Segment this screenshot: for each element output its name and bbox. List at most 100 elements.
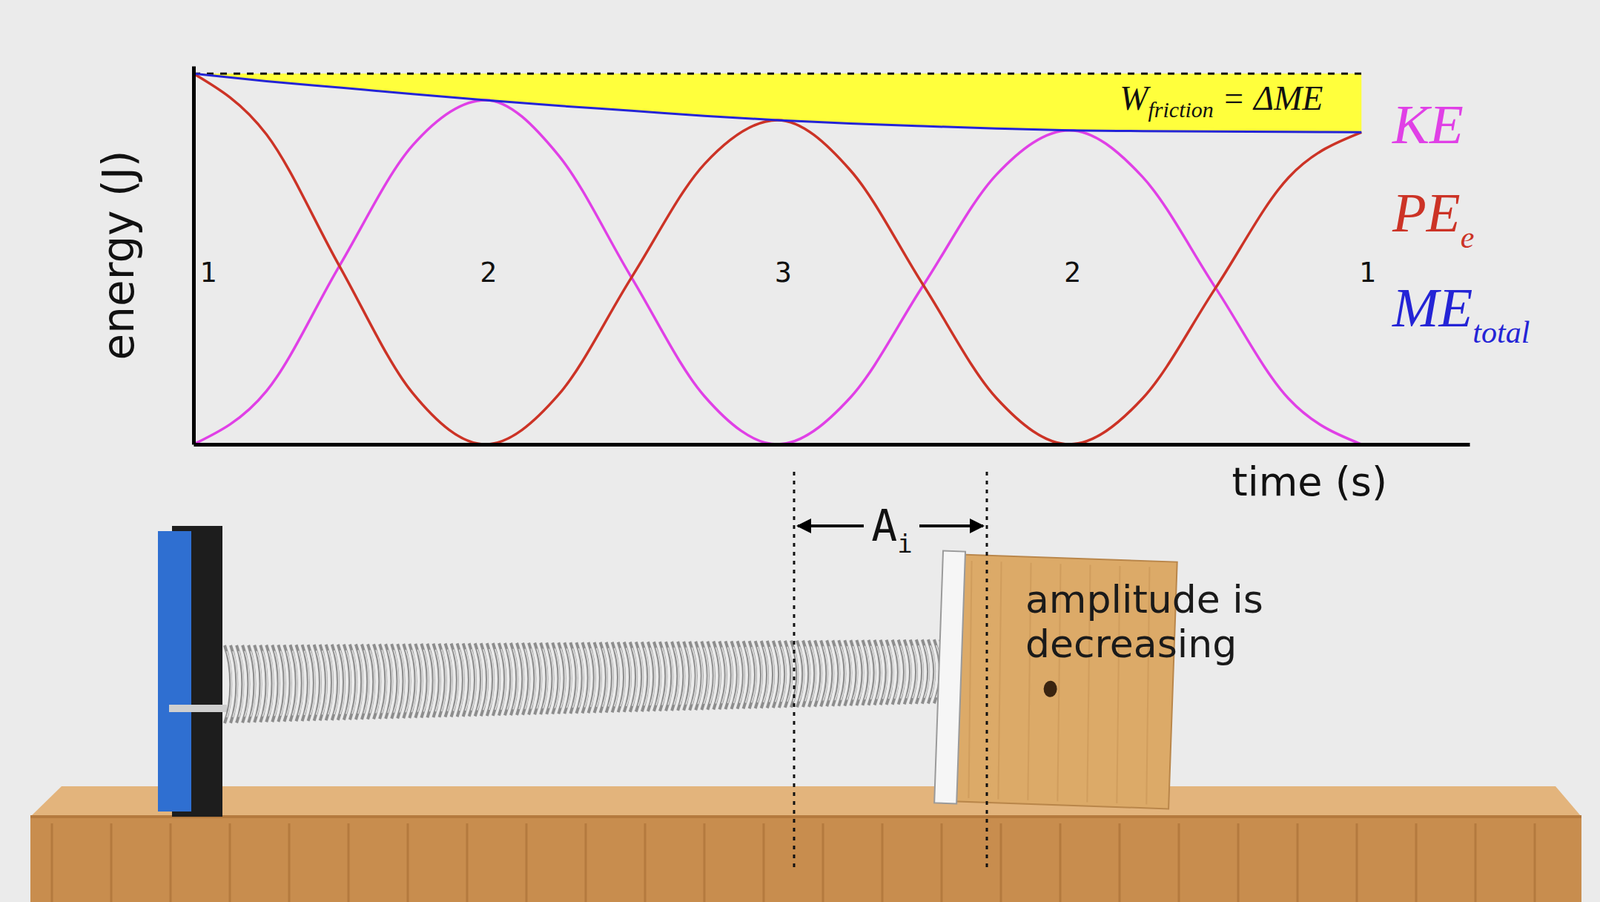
- spring-highlight: [846, 645, 852, 700]
- label-text: 1: [199, 255, 217, 289]
- spring-highlight: [441, 649, 447, 712]
- spring-coil: [338, 644, 345, 720]
- spring-coil: [332, 644, 339, 720]
- phase-label: 1: [199, 255, 217, 289]
- spring-coil: [665, 641, 672, 711]
- spring-highlight: [721, 646, 726, 703]
- spring-coil: [695, 641, 702, 710]
- spring-coil: [922, 639, 929, 703]
- spring-highlight: [292, 650, 297, 715]
- spring-highlight: [423, 649, 428, 712]
- spring-highlight: [918, 645, 924, 698]
- spring-highlight: [387, 649, 393, 713]
- spring-highlight: [369, 649, 375, 713]
- spring-coil: [618, 642, 625, 713]
- spring-highlight: [883, 645, 888, 700]
- series-line: [193, 73, 1362, 132]
- spring-coil: [308, 644, 315, 721]
- spring-highlight: [728, 646, 733, 703]
- spring-coil: [636, 641, 643, 712]
- spring-highlight: [328, 650, 333, 714]
- spring-coil: [862, 639, 869, 706]
- spring-coil: [630, 641, 637, 712]
- spring-coil: [463, 642, 470, 717]
- label-text: 3: [774, 255, 792, 289]
- spring-highlight: [459, 648, 465, 711]
- spring-coil: [528, 642, 535, 715]
- amplitude-guide: [793, 471, 796, 872]
- spring-coil: [344, 644, 350, 720]
- spring-coil: [779, 640, 786, 708]
- spring-coil: [689, 641, 696, 711]
- spring-coil: [397, 643, 404, 718]
- table-grain: [110, 822, 113, 902]
- spring-coil: [409, 643, 416, 718]
- spring-coil: [534, 642, 541, 715]
- legend-entry: KE: [1391, 93, 1464, 155]
- spring-coil: [576, 642, 583, 714]
- spring-highlight: [852, 645, 858, 700]
- spring-highlight: [298, 650, 304, 715]
- spring-highlight: [250, 650, 256, 717]
- spring-coil: [653, 641, 660, 712]
- spring-highlight: [805, 646, 810, 702]
- spring-coil: [552, 642, 559, 714]
- spring-highlight: [793, 646, 798, 702]
- table-grain: [762, 822, 766, 902]
- spring-coil: [868, 639, 875, 706]
- spring-coil: [725, 640, 732, 709]
- spring-coil: [504, 642, 511, 716]
- amplitude-label: Ai: [871, 500, 912, 559]
- table-grain: [584, 822, 588, 902]
- spring-highlight: [489, 648, 494, 710]
- spring-coil: [904, 639, 911, 704]
- background: [0, 0, 1600, 902]
- x-axis: [194, 444, 1471, 445]
- spring-highlight: [590, 648, 596, 707]
- table-grain: [1178, 822, 1181, 902]
- spring-coil: [737, 640, 744, 709]
- spring-highlight: [542, 648, 548, 709]
- spring-highlight: [352, 650, 357, 714]
- block-grain: [963, 560, 977, 798]
- table-grain: [1237, 822, 1240, 902]
- spring-coil: [856, 639, 863, 706]
- table-grain: [525, 822, 528, 902]
- spring-coil: [481, 642, 488, 716]
- spring-highlight: [346, 650, 351, 714]
- spring-highlight: [560, 648, 565, 708]
- spring-coil: [391, 643, 398, 719]
- spring-highlight: [596, 648, 602, 707]
- spring-coil: [248, 645, 255, 723]
- phase-label: 2: [1063, 255, 1082, 289]
- spring-coil: [850, 639, 857, 706]
- spring-coil: [355, 644, 362, 720]
- reference-line: [193, 72, 1362, 75]
- spring-highlight: [274, 650, 279, 716]
- spring-coil: [832, 639, 839, 706]
- label-text: 2: [479, 255, 497, 289]
- spring-highlight: [626, 648, 631, 706]
- spring-coil: [349, 644, 356, 720]
- spring-coil: [808, 639, 815, 706]
- y-axis: [193, 66, 195, 445]
- spring-coil: [540, 642, 547, 714]
- amplitude-guide: [986, 471, 989, 872]
- legend: KEPEeMEtotal: [1391, 93, 1530, 350]
- spring-coil: [880, 639, 887, 706]
- spring-coil: [677, 641, 684, 711]
- spring-highlight: [364, 649, 369, 713]
- table-grain: [1059, 822, 1062, 902]
- spring-highlight: [817, 645, 822, 700]
- spring-coil: [439, 643, 446, 717]
- phase-label: 3: [774, 255, 792, 289]
- spring-highlight: [894, 645, 900, 699]
- spring-highlight: [286, 650, 291, 715]
- spring-coil: [642, 641, 649, 712]
- phase-label: 1: [1359, 255, 1377, 289]
- label-text: W: [1119, 79, 1151, 118]
- spring-highlight: [715, 647, 720, 704]
- spring-highlight: [471, 648, 476, 711]
- spring-coil: [385, 643, 392, 719]
- spring-coil: [224, 645, 231, 723]
